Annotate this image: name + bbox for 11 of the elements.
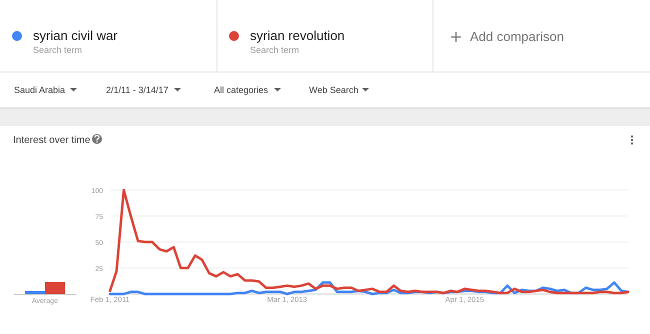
text: Saudi Arabia: [14, 85, 66, 95]
text: Search term: [33, 45, 82, 55]
legend-label: syrian civil war: [33, 28, 118, 43]
legend-label: syrian revolution: [250, 28, 345, 43]
text: Add comparison: [470, 29, 564, 44]
line-series: [108, 188, 630, 294]
text: Search term: [250, 45, 300, 55]
text: All categories: [214, 85, 269, 95]
text: Web Search: [309, 85, 358, 95]
text: 2/1/11 - 3/14/17: [106, 85, 168, 95]
chart-title: Interest over time: [13, 135, 91, 146]
